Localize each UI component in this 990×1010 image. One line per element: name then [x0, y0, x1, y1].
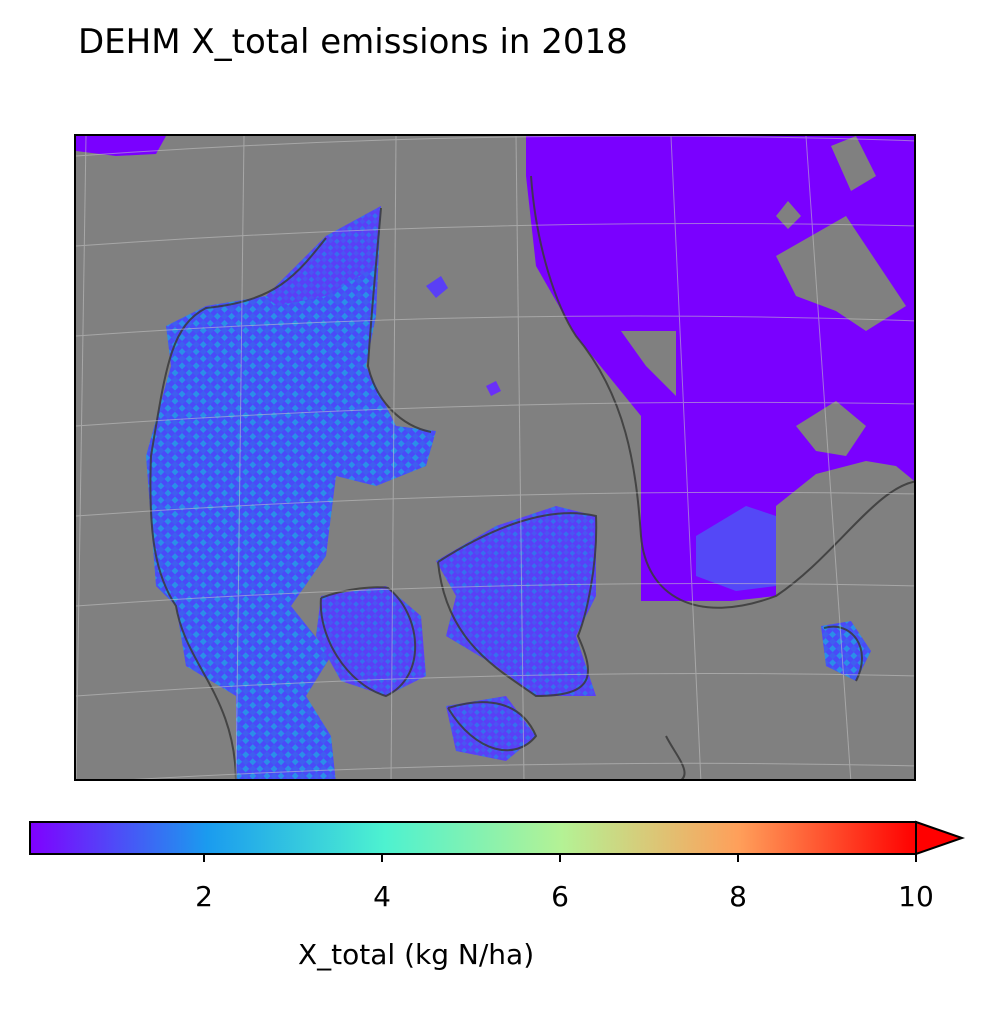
colorbar-tick-label: 2: [195, 880, 213, 913]
chart-title: DEHM X_total emissions in 2018: [78, 22, 628, 62]
colorbar-tick-label: 8: [729, 880, 747, 913]
graticule: [76, 136, 914, 779]
lake-small-2: [831, 136, 876, 191]
colorbar-tick-label: 4: [373, 880, 391, 913]
sweden-hotspot: [696, 506, 776, 591]
laeso-emission-field: [486, 381, 501, 396]
colorbar: [29, 820, 966, 862]
lake-small-3: [776, 201, 801, 229]
zealand-emission-field: [436, 506, 596, 696]
colorbar-extend-arrow: [915, 820, 966, 856]
colorbar-tick-label: 10: [898, 880, 934, 913]
colorbar-gradient: [29, 821, 917, 855]
colorbar-tick-label: 6: [551, 880, 569, 913]
map-canvas: [76, 136, 914, 779]
colorbar-label: X_total (kg N/ha): [298, 938, 535, 971]
funen-emission-field: [316, 586, 426, 696]
map-panel: [74, 134, 916, 781]
lake-vanern: [776, 216, 906, 331]
anholt-emission-field: [426, 276, 448, 298]
bornholm-emission-field: [821, 621, 871, 681]
lake-vattern: [796, 401, 866, 456]
lolland-emission-field: [446, 696, 536, 761]
colorbar-ticks: [203, 854, 917, 862]
jutland-emission-field: [146, 206, 436, 779]
lake-small-1: [621, 331, 676, 396]
coastlines: [149, 175, 914, 779]
